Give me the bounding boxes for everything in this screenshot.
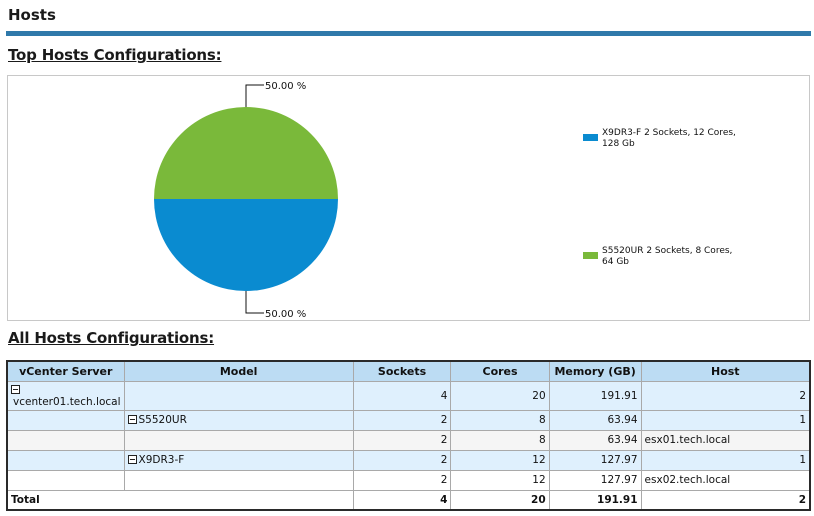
total-label: Total — [7, 490, 354, 510]
sockets-cell: 2 — [352, 430, 451, 451]
column-header-model[interactable]: Model — [123, 361, 354, 382]
host-count-cell: 1 — [640, 450, 810, 471]
column-header-host[interactable]: Host — [640, 361, 810, 382]
pie-value-label-bottom: 50.00 % — [265, 309, 306, 320]
memory-cell: 63.94 — [548, 410, 642, 431]
pie-slice-2[interactable] — [154, 199, 338, 291]
legend-swatch-green — [583, 252, 598, 259]
model-cell — [123, 381, 354, 411]
page-title: Hosts — [8, 6, 56, 24]
collapse-icon[interactable] — [127, 455, 137, 464]
cores-cell: 20 — [450, 381, 550, 411]
legend-label: S5520UR 2 Sockets, 8 Cores, 64 Gb — [602, 246, 733, 267]
cores-cell: 12 — [450, 470, 550, 491]
table-row-host[interactable]: 2 12 127.97 esx02.tech.local — [7, 470, 810, 491]
model-cell — [123, 430, 354, 451]
hosts-table: vCenter Server Model Sockets Cores Memor… — [6, 360, 811, 511]
sockets-cell: 4 — [352, 381, 451, 411]
collapse-icon[interactable] — [127, 415, 137, 424]
cores-cell: 8 — [450, 410, 550, 431]
vcenter-cell — [7, 450, 125, 471]
table-total-row: Total 4 20 191.91 2 — [7, 490, 810, 510]
host-name-cell: esx02.tech.local — [640, 470, 810, 491]
memory-cell: 127.97 — [548, 470, 642, 491]
memory-cell: 63.94 — [548, 430, 642, 451]
model-name: X9DR3-F — [138, 454, 185, 466]
cores-cell: 12 — [450, 450, 550, 471]
table-row-model-group: X9DR3-F 2 12 127.97 1 — [7, 450, 810, 471]
column-header-sockets[interactable]: Sockets — [352, 361, 451, 382]
collapse-icon[interactable] — [11, 384, 20, 394]
pie-chart: 50.00 % 50.00 % — [154, 81, 338, 320]
model-name: S5520UR — [138, 414, 187, 426]
model-cell: X9DR3-F — [123, 450, 354, 471]
model-cell: S5520UR — [123, 410, 354, 431]
column-header-vcenter[interactable]: vCenter Server — [7, 361, 125, 382]
title-divider — [6, 31, 811, 36]
host-count-cell: 1 — [640, 410, 810, 431]
table-row-host[interactable]: 2 8 63.94 esx01.tech.local — [7, 430, 810, 451]
all-hosts-heading: All Hosts Configurations: — [8, 329, 215, 347]
vcenter-cell — [7, 430, 125, 451]
pie-value-label-top: 50.00 % — [265, 81, 306, 92]
sockets-cell: 2 — [352, 450, 451, 471]
legend-item-x9dr3[interactable]: X9DR3-F 2 Sockets, 12 Cores, 128 Gb — [583, 128, 742, 150]
top-hosts-heading: Top Hosts Configurations: — [8, 46, 222, 64]
sockets-cell: 2 — [352, 470, 451, 491]
total-memory: 191.91 — [548, 490, 642, 510]
model-cell — [123, 470, 354, 491]
pie-slice-1[interactable] — [154, 107, 338, 199]
pie-leader-line — [245, 84, 264, 107]
vcenter-name: vcenter01.tech.local — [13, 395, 121, 408]
table-header-row: vCenter Server Model Sockets Cores Memor… — [7, 361, 810, 382]
legend-item-s5520ur[interactable]: S5520UR 2 Sockets, 8 Cores, 64 Gb — [583, 246, 742, 268]
cores-cell: 8 — [450, 430, 550, 451]
total-sockets: 4 — [352, 490, 451, 510]
top-hosts-chart: 50.00 % 50.00 % X9DR3-F 2 Sockets, 12 Co… — [7, 75, 810, 321]
host-count-cell: 2 — [640, 381, 810, 411]
legend-swatch-blue — [583, 134, 598, 141]
pie-leader-line — [245, 291, 264, 314]
vcenter-cell: vcenter01.tech.local — [7, 381, 125, 411]
table-row-model-group: S5520UR 2 8 63.94 1 — [7, 410, 810, 431]
total-cores: 20 — [450, 490, 550, 510]
vcenter-cell — [7, 470, 125, 491]
table-row-vcenter-group: vcenter01.tech.local 4 20 191.91 2 — [7, 381, 810, 411]
total-hosts: 2 — [640, 490, 810, 510]
column-header-memory[interactable]: Memory (GB) — [548, 361, 642, 382]
legend-label: X9DR3-F 2 Sockets, 12 Cores, 128 Gb — [602, 128, 736, 149]
vcenter-cell — [7, 410, 125, 431]
memory-cell: 127.97 — [548, 450, 642, 471]
sockets-cell: 2 — [352, 410, 451, 431]
host-name-cell: esx01.tech.local — [640, 430, 810, 451]
memory-cell: 191.91 — [548, 381, 642, 411]
column-header-cores[interactable]: Cores — [450, 361, 550, 382]
